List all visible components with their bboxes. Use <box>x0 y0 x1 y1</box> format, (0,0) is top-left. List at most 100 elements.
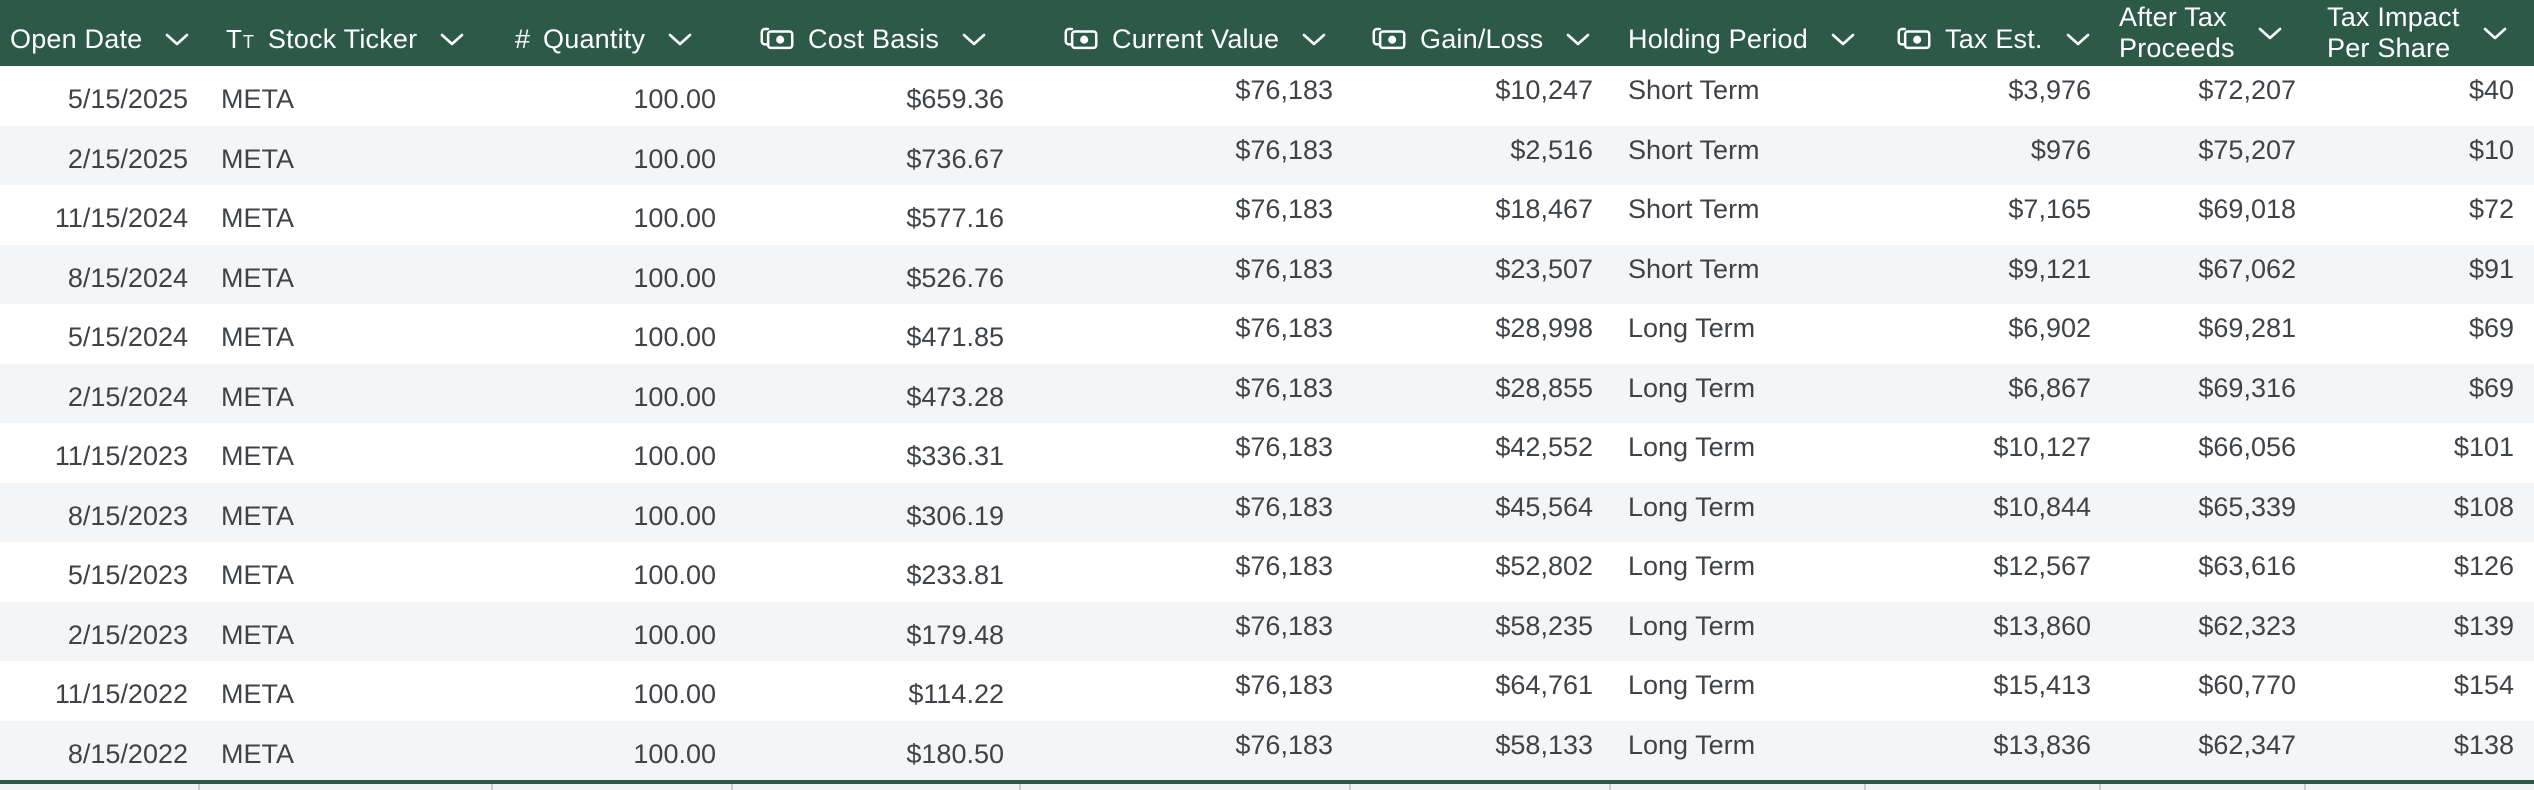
chevron-down-icon[interactable] <box>961 32 987 47</box>
table-row[interactable]: 11/15/2022 META 100.00 $114.22 $76,183 $64,76… <box>0 661 2534 721</box>
cell-stock-ticker: META <box>221 441 294 472</box>
column-header-holding-period[interactable]: Holding Period <box>1611 0 1866 66</box>
cell-cost-basis: $473.28 <box>906 381 1004 412</box>
table-row[interactable]: 5/15/2025 META 100.00 $659.36 $76,183 $10,247… <box>0 66 2534 126</box>
table-row[interactable]: 2/15/2024 META 100.00 $473.28 $76,183 $28,855… <box>0 363 2534 423</box>
cell-tax-est: $12,567 <box>1993 551 2091 582</box>
cell-holding-period: Short Term <box>1628 253 1760 284</box>
cell-quantity: 100.00 <box>633 679 716 710</box>
column-header-tax-impact-per-share[interactable]: Tax Impact Per Share <box>2306 0 2534 66</box>
cell-gain-loss: $52,802 <box>1495 551 1593 582</box>
table-row[interactable]: 11/15/2024 META 100.00 $577.16 $76,183 $18,46… <box>0 185 2534 245</box>
cell-tax-impact-per-share: $91 <box>2468 253 2514 284</box>
cell-open-date: 2/15/2024 <box>67 381 188 412</box>
cell-gain-loss: $58,133 <box>1495 729 1593 760</box>
cell-holding-period: Short Term <box>1628 134 1760 165</box>
chevron-down-icon[interactable] <box>1565 32 1591 47</box>
number-type-icon: # <box>515 23 531 54</box>
cell-cost-basis: $736.67 <box>906 143 1004 174</box>
cell-open-date: 5/15/2023 <box>67 560 188 591</box>
table-row[interactable]: 8/15/2022 META 100.00 $180.50 $76,183 $58,133… <box>0 720 2534 780</box>
cell-current-value: $76,183 <box>1235 194 1333 225</box>
cell-stock-ticker: META <box>221 381 294 412</box>
pinned-cell-holding-period <box>1611 784 1866 790</box>
column-header-open-date[interactable]: Open Date <box>0 0 200 66</box>
column-header-stock-ticker[interactable]: TT Stock Ticker <box>200 0 493 66</box>
table-row[interactable]: 5/15/2023 META 100.00 $233.81 $76,183 $52,802… <box>0 542 2534 602</box>
cell-after-tax-proceeds: $65,339 <box>2198 491 2296 522</box>
cell-open-date: 11/15/2022 <box>54 679 188 710</box>
cell-holding-period: Long Term <box>1628 432 1756 463</box>
money-type-icon <box>1063 25 1099 53</box>
pinned-cell-tax-est <box>1866 784 2101 790</box>
cell-gain-loss: $28,855 <box>1495 372 1593 403</box>
cell-cost-basis: $336.31 <box>906 441 1004 472</box>
table-row[interactable]: 8/15/2023 META 100.00 $306.19 $76,183 $45,564… <box>0 482 2534 542</box>
cell-quantity: 100.00 <box>633 560 716 591</box>
money-type-icon <box>759 25 795 53</box>
cell-stock-ticker: META <box>221 619 294 650</box>
cell-gain-loss: $64,761 <box>1495 670 1593 701</box>
column-label: Open Date <box>10 23 143 54</box>
column-header-after-tax-proceeds[interactable]: After Tax Proceeds <box>2101 0 2306 66</box>
chevron-down-icon[interactable] <box>1830 32 1856 47</box>
table-row[interactable]: 2/15/2025 META 100.00 $736.67 $76,183 $2,516 S… <box>0 125 2534 185</box>
cell-stock-ticker: META <box>221 560 294 591</box>
column-header-cost-basis[interactable]: Cost Basis <box>733 0 1021 66</box>
table-row[interactable]: 11/15/2023 META 100.00 $336.31 $76,183 $42,55… <box>0 423 2534 483</box>
cell-quantity: 100.00 <box>633 441 716 472</box>
money-type-icon <box>1896 25 1932 53</box>
chevron-down-icon[interactable] <box>667 32 693 47</box>
cell-cost-basis: $526.76 <box>906 262 1004 293</box>
cell-tax-impact-per-share: $40 <box>2468 75 2514 106</box>
column-header-tax-est[interactable]: Tax Est. <box>1866 0 2101 66</box>
pinned-cell-after-tax-proceeds <box>2101 784 2306 790</box>
pinned-cell-cost-basis <box>733 784 1021 790</box>
cell-after-tax-proceeds: $66,056 <box>2198 432 2296 463</box>
text-type-icon: TT <box>226 23 255 54</box>
table-header-row: Open Date TT Stock Ticker # Quantity Cost Bas… <box>0 0 2534 66</box>
column-header-quantity[interactable]: # Quantity <box>493 0 733 66</box>
cell-current-value: $76,183 <box>1235 75 1333 106</box>
cell-tax-impact-per-share: $138 <box>2453 729 2514 760</box>
table-row[interactable]: 2/15/2023 META 100.00 $179.48 $76,183 $58,235… <box>0 601 2534 661</box>
cell-holding-period: Short Term <box>1628 194 1760 225</box>
pinned-cell-open-date <box>0 784 200 790</box>
column-label: Quantity <box>543 23 646 54</box>
cell-tax-impact-per-share: $108 <box>2453 491 2514 522</box>
table-row[interactable]: 8/15/2024 META 100.00 $526.76 $76,183 $23,507… <box>0 244 2534 304</box>
cell-tax-est: $976 <box>2030 134 2091 165</box>
chevron-down-icon[interactable] <box>2257 26 2283 41</box>
cell-tax-impact-per-share: $69 <box>2468 372 2514 403</box>
cell-tax-impact-per-share: $139 <box>2453 610 2514 641</box>
cell-tax-est: $3,976 <box>2008 75 2091 106</box>
cell-after-tax-proceeds: $63,616 <box>2198 551 2296 582</box>
chevron-down-icon[interactable] <box>2065 32 2091 47</box>
cell-stock-ticker: META <box>221 679 294 710</box>
cell-cost-basis: $577.16 <box>906 203 1004 234</box>
cell-current-value: $76,183 <box>1235 670 1333 701</box>
cell-holding-period: Long Term <box>1628 551 1756 582</box>
cell-holding-period: Long Term <box>1628 610 1756 641</box>
cell-holding-period: Long Term <box>1628 729 1756 760</box>
pinned-cell-gain-loss <box>1351 784 1611 790</box>
cell-tax-est: $7,165 <box>2008 194 2091 225</box>
chevron-down-icon[interactable] <box>164 32 190 47</box>
pinned-cell-quantity <box>493 784 733 790</box>
column-header-current-value[interactable]: Current Value <box>1021 0 1351 66</box>
cell-cost-basis: $306.19 <box>906 500 1004 531</box>
pinned-cell-stock-ticker <box>200 784 493 790</box>
cell-tax-est: $6,867 <box>2008 372 2091 403</box>
cell-stock-ticker: META <box>221 143 294 174</box>
chevron-down-icon[interactable] <box>2482 26 2508 41</box>
chevron-down-icon[interactable] <box>1301 32 1327 47</box>
cell-cost-basis: $471.85 <box>906 322 1004 353</box>
table-row[interactable]: 5/15/2024 META 100.00 $471.85 $76,183 $28,998… <box>0 304 2534 364</box>
cell-cost-basis: $659.36 <box>906 84 1004 115</box>
column-label: Stock Ticker <box>267 23 418 54</box>
chevron-down-icon[interactable] <box>439 32 465 47</box>
column-header-gain-loss[interactable]: Gain/Loss <box>1351 0 1611 66</box>
cell-after-tax-proceeds: $67,062 <box>2198 253 2296 284</box>
cell-gain-loss: $45,564 <box>1495 491 1593 522</box>
cell-gain-loss: $2,516 <box>1510 134 1593 165</box>
